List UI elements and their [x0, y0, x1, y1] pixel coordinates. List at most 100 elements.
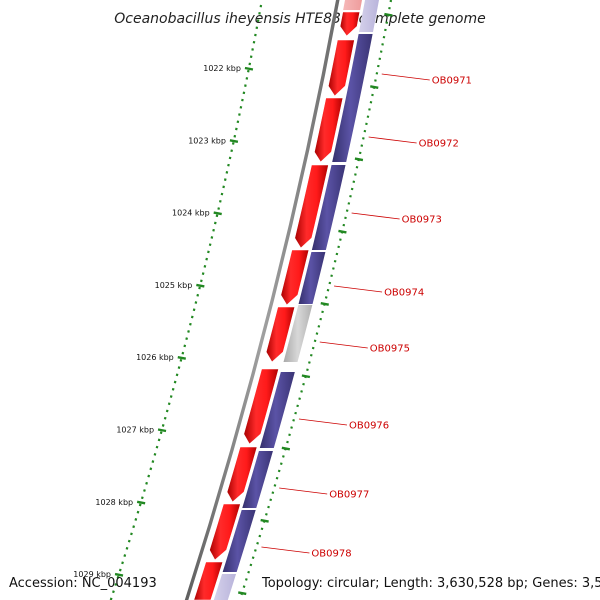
callout-line: [279, 487, 328, 495]
reverse-gene-segment: [259, 372, 295, 448]
minor-tick: [208, 243, 212, 247]
gene-label[interactable]: OB0974: [384, 288, 424, 299]
forward-gene-arrow: [280, 249, 310, 306]
major-tick-group: 1024 kbp: [172, 209, 222, 218]
callout-line: [261, 546, 310, 554]
major-tick: [229, 139, 239, 143]
minor-tick: [213, 221, 217, 225]
minor-tick: [300, 390, 303, 393]
minor-tick: [140, 496, 144, 500]
minor-tick: [136, 510, 140, 514]
major-tick: [196, 283, 205, 288]
gene-label[interactable]: OB0975: [370, 344, 410, 355]
major-tick: [213, 211, 222, 216]
minor-tick: [167, 402, 171, 406]
major-tick-group: 1027 kbp: [116, 426, 167, 435]
minor-tick: [125, 546, 129, 550]
major-tick: [136, 500, 146, 505]
callout-line: [298, 418, 348, 426]
minor-tick: [118, 568, 122, 572]
minor-tick: [308, 361, 311, 364]
minor-tick: [147, 474, 151, 478]
major-tick: [114, 572, 124, 577]
minor-tick: [321, 310, 324, 314]
minor-tick: [185, 337, 188, 341]
minor-tick: [269, 498, 273, 502]
minor-tick: [244, 578, 248, 581]
gene-label[interactable]: OB0971: [432, 76, 472, 87]
gene-label[interactable]: OB0977: [329, 490, 369, 501]
major-tick: [238, 591, 247, 596]
minor-tick: [256, 541, 259, 545]
callout-line: [351, 212, 400, 220]
callout-line: [334, 285, 383, 293]
minor-tick: [121, 561, 124, 565]
minor-tick: [267, 505, 270, 509]
forward-gene-arrow: [328, 39, 355, 97]
gene-label[interactable]: OB0973: [402, 215, 442, 226]
forward-gene-arrow: [294, 164, 329, 249]
major-tick: [370, 85, 379, 89]
minor-tick: [130, 532, 133, 536]
minor-tick: [143, 489, 146, 492]
topology-text: Topology: circular; Length: 3,630,528 bp…: [261, 576, 600, 591]
minor-tick: [207, 250, 210, 254]
minor-tick: [155, 445, 159, 449]
reverse-gene-segment: [222, 510, 256, 572]
minor-tick: [317, 325, 321, 328]
major-tick-group: 1028 kbp: [95, 498, 146, 507]
tick-label: 1025 kbp: [155, 281, 193, 290]
callout-line: [319, 341, 368, 349]
major-tick: [384, 12, 393, 17]
minor-tick: [265, 513, 268, 516]
minor-tick: [292, 419, 295, 422]
minor-tick: [215, 214, 219, 218]
major-tick: [320, 302, 329, 306]
gene-callout: OB0977: [279, 487, 369, 501]
major-tick: [281, 446, 291, 451]
minor-tick: [134, 518, 138, 521]
minor-tick: [187, 330, 190, 333]
minor-tick: [153, 452, 157, 456]
reverse-gene-segment: [298, 252, 326, 304]
minor-tick: [247, 570, 250, 574]
minor-tick: [203, 265, 207, 268]
forward-gene-arrow: [209, 503, 241, 561]
minor-tick: [286, 440, 289, 444]
major-tick: [260, 518, 269, 523]
gene-callouts: OB0971 OB0972 OB0973 OB0974 OB0975 OB0976 OB09…: [261, 73, 472, 560]
minor-tick: [112, 590, 115, 594]
minor-tick: [306, 368, 309, 372]
backbone-line: [184, 0, 340, 600]
tick-label: 1023 kbp: [188, 136, 226, 145]
minor-tick: [277, 469, 281, 473]
minor-tick: [279, 462, 283, 466]
minor-tick: [165, 409, 169, 413]
minor-tick: [313, 339, 317, 343]
major-tick-group: 1029 kbp: [73, 570, 124, 579]
minor-tick: [177, 366, 181, 369]
minor-tick: [127, 539, 131, 543]
minor-tick: [159, 431, 163, 435]
minor-tick: [254, 549, 257, 552]
minor-tick: [201, 272, 205, 275]
minor-tick: [290, 426, 293, 429]
major-tick-group: 1026 kbp: [136, 353, 186, 362]
gene-label[interactable]: OB0978: [311, 549, 351, 560]
minor-tick: [205, 257, 208, 261]
map-title: Oceanobacillus iheyensis HTE831, complet…: [114, 11, 485, 27]
major-tick: [338, 229, 347, 234]
minor-tick: [258, 534, 262, 538]
minor-tick: [210, 236, 214, 239]
major-tick: [157, 428, 167, 433]
forward-gene-arrow: [265, 306, 296, 363]
minor-tick: [169, 395, 173, 398]
minor-tick: [157, 438, 161, 442]
gene-label[interactable]: OB0972: [419, 139, 459, 150]
gene-label[interactable]: OB0976: [349, 421, 389, 432]
gene-callout: OB0976: [298, 418, 389, 432]
minor-tick: [183, 344, 187, 348]
minor-tick: [275, 476, 279, 480]
minor-tick: [138, 503, 142, 507]
